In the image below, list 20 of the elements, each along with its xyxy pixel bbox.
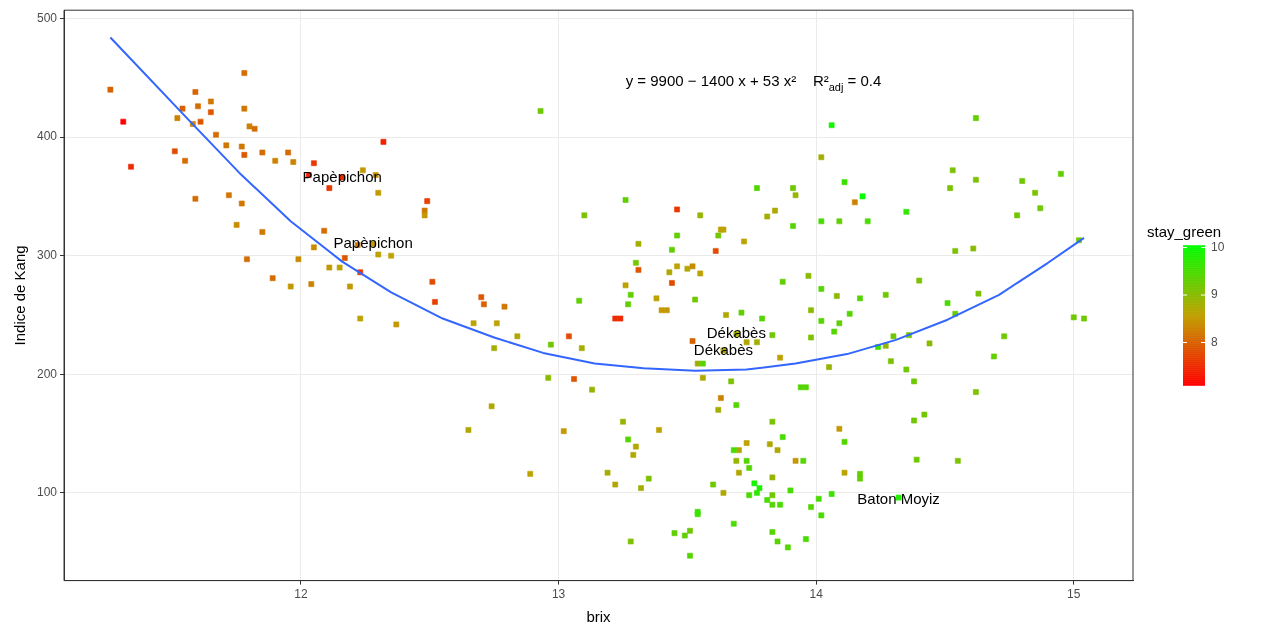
y-tick-label: 200 [36,366,58,381]
x-tick-label: 13 [551,587,566,602]
y-tick-label: 100 [36,485,58,500]
x-axis-title: brix [586,608,612,626]
annotation: Dékabès [693,340,754,358]
annotation: Baton Moyiz [857,490,940,508]
x-tick-label: 12 [294,587,308,602]
y-tick-label: 500 [36,10,58,25]
x-tick-label: 15 [1067,587,1081,602]
color-bar-label: 8 [1211,334,1218,349]
color-bar-label: 9 [1211,287,1218,302]
y-axis-title: Indice de Kang [11,245,29,346]
y-tick-label: 300 [36,247,58,262]
y-tick-label: 400 [36,129,58,144]
annotation: Papèpichon [333,233,413,251]
color-bar-label: 10 [1211,239,1225,254]
color-bar-title: stay_green [1147,222,1222,240]
annotation: Dékabès [706,324,766,342]
annotation: Papèpichon [302,167,382,185]
x-tick-label: 14 [809,587,824,602]
